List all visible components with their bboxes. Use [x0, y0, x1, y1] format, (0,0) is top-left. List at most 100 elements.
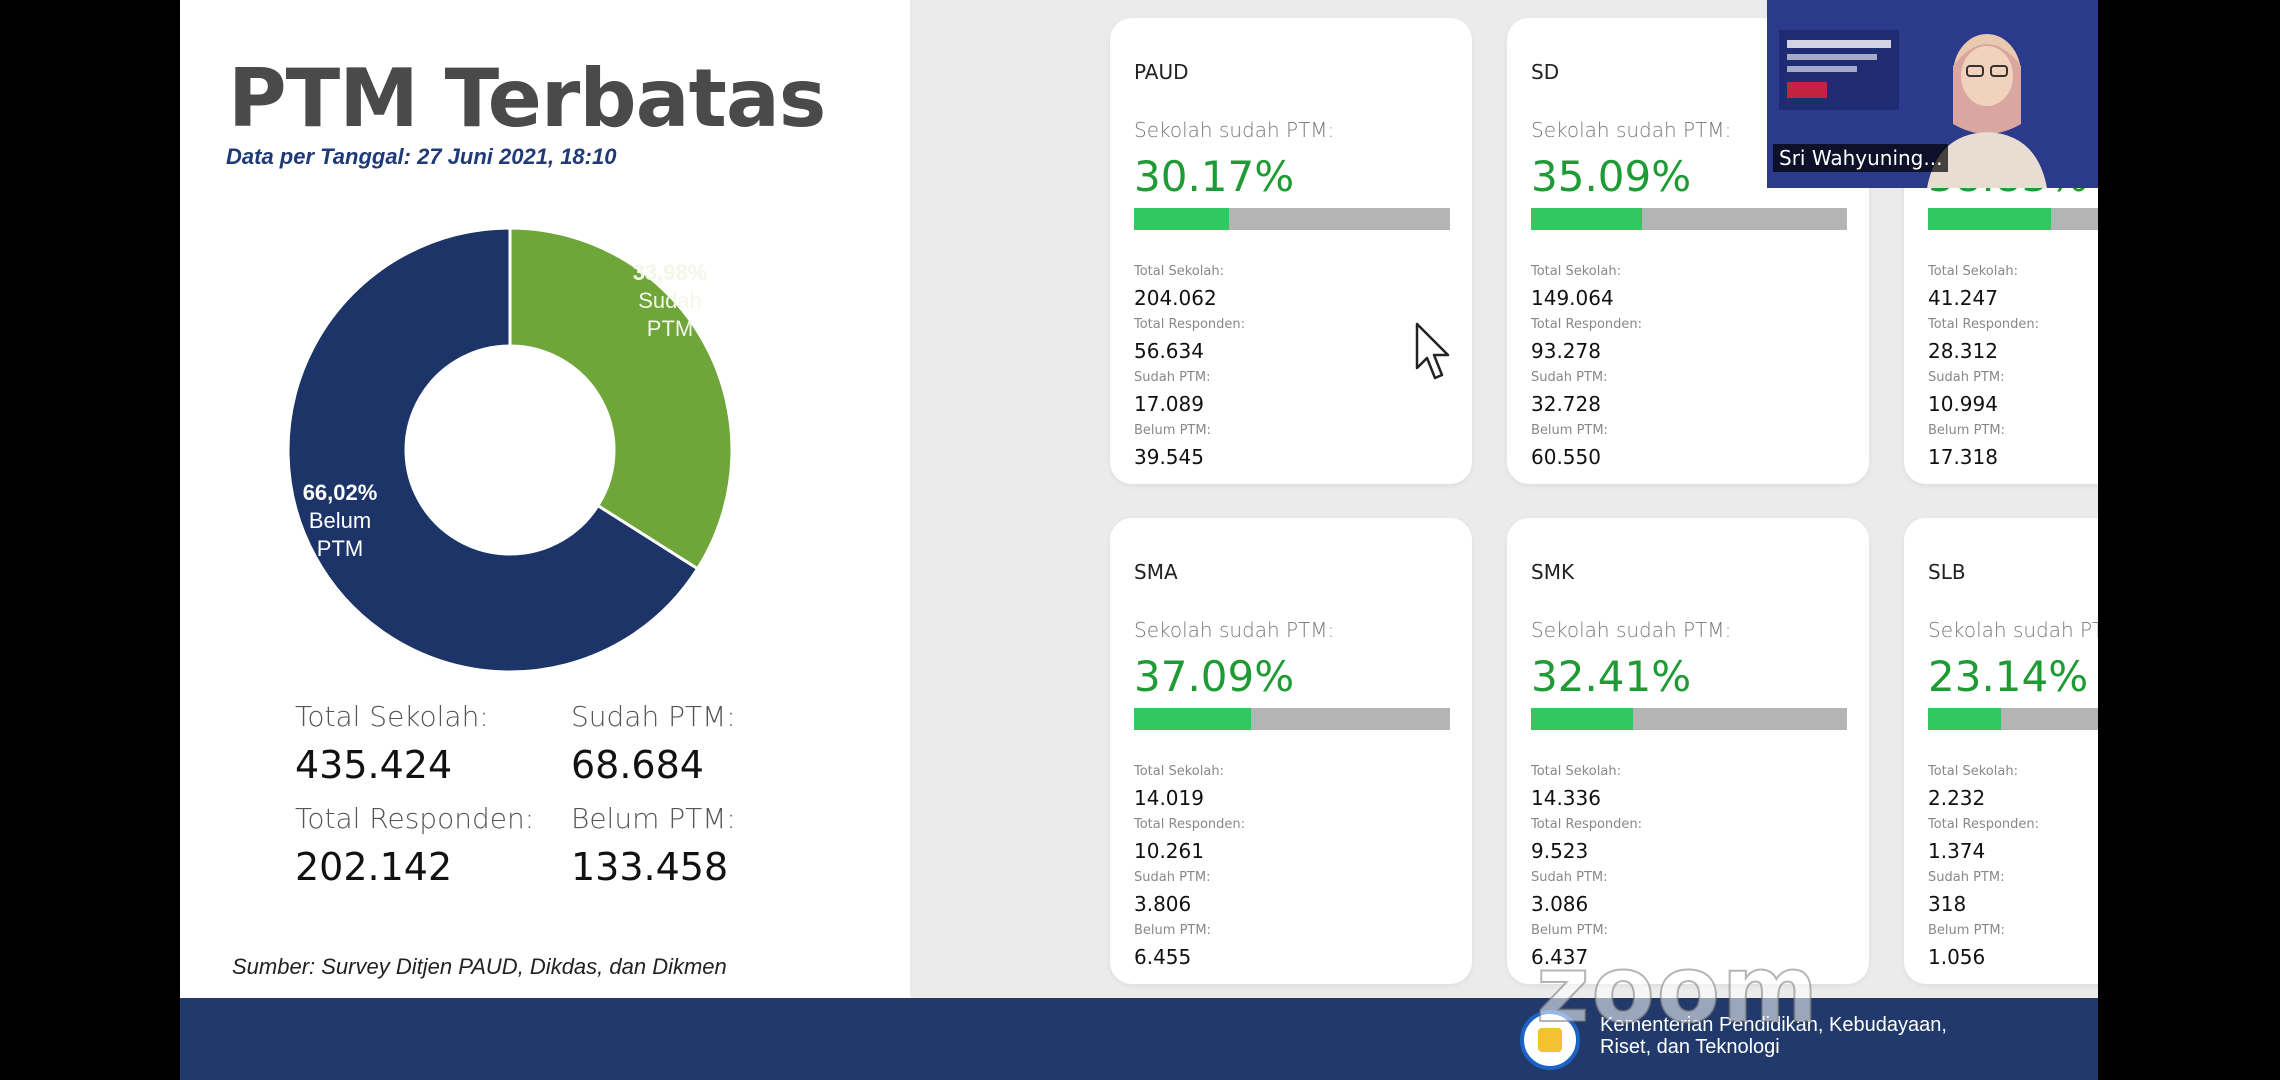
row-value: 93.278	[1531, 339, 1601, 363]
row-label: Total Sekolah:	[1134, 264, 1224, 279]
mouse-cursor-icon	[1415, 322, 1450, 380]
card-smk: SMK Sekolah sudah PTM: 32.41% Total Sekolah…	[1507, 518, 1869, 984]
card-title: SMK	[1531, 560, 1575, 584]
card-sma: SMA Sekolah sudah PTM: 37.09% Total Sekolah…	[1110, 518, 1472, 984]
zoom-watermark: zoom	[1535, 935, 1820, 1044]
row-label: Belum PTM:	[1134, 923, 1211, 938]
row-label: Total Responden:	[1134, 817, 1246, 832]
card-percent: 23.14%	[1928, 652, 2089, 701]
card-progress-fill	[1531, 708, 1634, 730]
participant-avatar	[1927, 34, 2047, 188]
row-label: Belum PTM:	[1134, 423, 1211, 438]
row-value: 1.056	[1928, 945, 1986, 969]
stat-value: 435.424	[295, 743, 453, 787]
card-progress-fill	[1134, 208, 1230, 230]
row-value: 6.455	[1134, 945, 1192, 969]
donut-slice-sudah	[508, 226, 734, 571]
stat-total-responden: Total Responden: 202.142	[295, 802, 534, 889]
row-value: 17.089	[1134, 392, 1204, 416]
stat-sudah-ptm: Sudah PTM: 68.684	[571, 700, 736, 787]
card-percent: 35.09%	[1531, 152, 1692, 201]
row-label: Total Sekolah:	[1531, 264, 1621, 279]
card-stats: Total Sekolah: 41.247 Total Responden: 28.3…	[1928, 264, 2039, 476]
row-label: Total Sekolah:	[1928, 764, 2018, 779]
row-value: 149.064	[1531, 286, 1614, 310]
ministry-logo-icon	[1520, 1010, 1580, 1070]
row-label: Sudah PTM:	[1134, 370, 1211, 385]
card-progress-fill	[1928, 708, 2002, 730]
card-progress-fill	[1928, 208, 2051, 230]
card-stats: Total Sekolah: 14.336 Total Responden: 9.52…	[1531, 764, 1642, 976]
row-value: 10.261	[1134, 839, 1204, 863]
card-title: SLB	[1928, 560, 1966, 584]
row-value: 14.336	[1531, 786, 1601, 810]
ministry-name: Kementerian Pendidikan, Kebudayaan, Rise…	[1600, 1014, 1980, 1058]
row-label: Sudah PTM:	[1531, 370, 1608, 385]
row-value: 204.062	[1134, 286, 1217, 310]
row-label: Belum PTM:	[1531, 923, 1608, 938]
row-label: Total Responden:	[1928, 817, 2040, 832]
card-caption: Sekolah sudah PTM:	[1134, 118, 1335, 142]
donut-label-belum: 66,02% Belum PTM	[303, 480, 378, 561]
participant-video[interactable]: Sri Wahyuning...	[1767, 0, 2098, 188]
card-progress-bar	[1928, 708, 2098, 730]
row-label: Sudah PTM:	[1531, 870, 1608, 885]
row-value: 32.728	[1531, 392, 1601, 416]
stat-value: 202.142	[295, 845, 453, 889]
row-value: 10.994	[1928, 392, 1998, 416]
row-label: Total Sekolah:	[1531, 764, 1621, 779]
stat-value: 133.458	[571, 845, 729, 889]
participant-name: Sri Wahyuning...	[1773, 144, 1949, 172]
row-value: 39.545	[1134, 445, 1204, 469]
row-value: 3.806	[1134, 892, 1192, 916]
card-progress-bar	[1134, 208, 1450, 230]
row-value: 41.247	[1928, 286, 1998, 310]
slide-title: PTM Terbatas	[228, 52, 826, 145]
card-percent: 37.09%	[1134, 652, 1295, 701]
row-label: Belum PTM:	[1928, 423, 2005, 438]
row-label: Total Responden:	[1531, 317, 1643, 332]
card-stats: Total Sekolah: 14.019 Total Responden: 10.2…	[1134, 764, 1245, 976]
stat-label: Sudah PTM:	[571, 700, 736, 733]
row-label: Total Responden:	[1134, 317, 1246, 332]
row-value: 14.019	[1134, 786, 1204, 810]
card-slb: SLB Sekolah sudah PTM: 23.14% Total Sekolah…	[1904, 518, 2098, 984]
summary-panel: PTM Terbatas Data per Tanggal: 27 Juni 2…	[180, 0, 910, 998]
stat-label: Total Sekolah:	[295, 700, 489, 733]
row-label: Total Sekolah:	[1928, 264, 2018, 279]
card-progress-fill	[1531, 208, 1642, 230]
footer-bar: Kementerian Pendidikan, Kebudayaan, Rise…	[180, 998, 2098, 1080]
row-value: 60.550	[1531, 445, 1601, 469]
row-value: 56.634	[1134, 339, 1204, 363]
stat-label: Total Responden:	[295, 802, 535, 835]
ptm-donut-chart: 33,98% Sudah PTM 66,02% Belum PTM	[286, 226, 734, 674]
card-title: PAUD	[1134, 60, 1189, 84]
card-paud: PAUD Sekolah sudah PTM: 30.17% Total Sekola…	[1110, 18, 1472, 484]
card-percent: 32.41%	[1531, 652, 1692, 701]
donut-label-sudah: 33,98% Sudah PTM	[633, 260, 708, 341]
card-progress-fill	[1134, 708, 1252, 730]
stat-belum-ptm: Belum PTM: 133.458	[571, 802, 736, 889]
row-label: Belum PTM:	[1531, 423, 1608, 438]
card-caption: Sekolah sudah PTM:	[1531, 118, 1732, 142]
card-caption: Sekolah sudah PTM:	[1928, 618, 2098, 642]
row-value: 318	[1928, 892, 1967, 916]
ministry-line-2: Riset, dan Teknologi	[1600, 1036, 1780, 1058]
card-stats: Total Sekolah: 204.062 Total Responden: 56.…	[1134, 264, 1245, 476]
row-label: Sudah PTM:	[1928, 870, 2005, 885]
source-note: Sumber: Survey Ditjen PAUD, Dikdas, dan …	[232, 954, 727, 979]
card-title: SD	[1531, 60, 1560, 84]
card-percent: 30.17%	[1134, 152, 1295, 201]
row-value: 3.086	[1531, 892, 1589, 916]
row-label: Total Responden:	[1928, 317, 2040, 332]
row-label: Belum PTM:	[1928, 923, 2005, 938]
row-value: 17.318	[1928, 445, 1998, 469]
row-value: 2.232	[1928, 786, 1986, 810]
row-label: Sudah PTM:	[1928, 370, 2005, 385]
row-label: Sudah PTM:	[1134, 870, 1211, 885]
row-value: 28.312	[1928, 339, 1998, 363]
card-title: SMA	[1134, 560, 1178, 584]
webinar-banner	[1779, 30, 1899, 110]
row-label: Total Responden:	[1531, 817, 1643, 832]
stat-total-sekolah: Total Sekolah: 435.424	[295, 700, 489, 787]
